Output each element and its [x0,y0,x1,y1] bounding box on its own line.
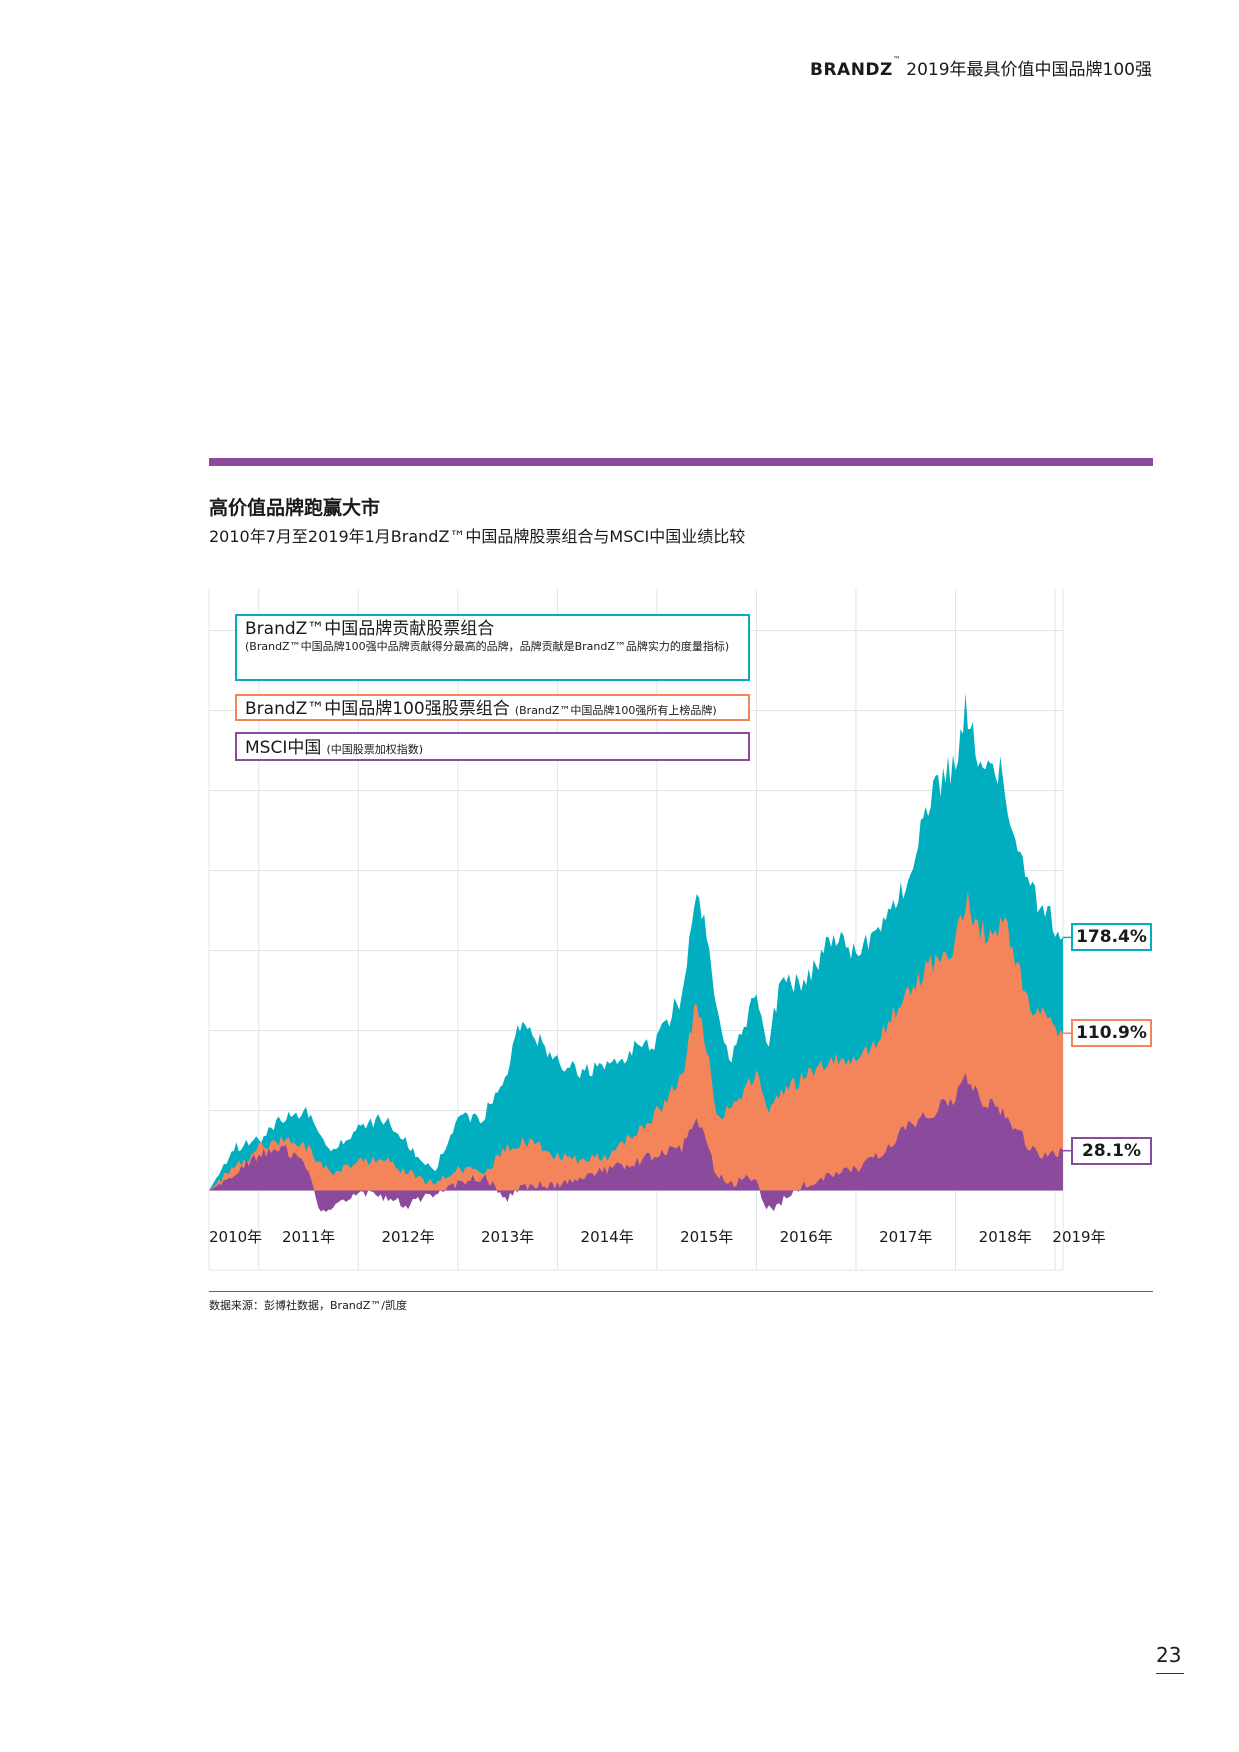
page-number: 23 [1156,1643,1182,1667]
page-header: BRANDZ™ 2019年最具价值中国品牌100强 [810,55,1152,80]
x-tick-label: 2012年 [381,1228,435,1246]
section-subtitle: 2010年7月至2019年1月BrandZ™中国品牌股票组合与MSCI中国业绩比… [209,527,746,546]
page-number-underline [1156,1673,1184,1674]
legend-item-brand-contribution: BrandZ™中国品牌贡献股票组合 (BrandZ™中国品牌100强中品牌贡献得… [235,614,750,681]
legend-note: (BrandZ™中国品牌100强中品牌贡献得分最高的品牌，品牌贡献是BrandZ… [245,640,730,653]
end-label-msci: 28.1% [1071,1136,1152,1165]
source-divider [209,1291,1153,1292]
x-tick-label: 2014年 [580,1228,634,1246]
section-divider [209,458,1153,466]
data-source: 数据来源：彭博社数据，BrandZ™/凯度 [209,1299,408,1312]
x-tick-label: 2019年 [1052,1228,1106,1246]
section-title: 高价值品牌跑赢大市 [209,497,381,519]
x-tick-label: 2018年 [978,1228,1032,1246]
series-area-1 [209,890,1063,1191]
end-label-top100: 110.9% [1071,1019,1152,1048]
legend-label: BrandZ™中国品牌贡献股票组合 [245,619,495,639]
x-tick-label: 2010年 [209,1228,263,1246]
legend-label: BrandZ™中国品牌100强股票组合 [245,699,510,719]
legend-note: (BrandZ™中国品牌100强所有上榜品牌) [514,704,717,717]
x-tick-label: 2017年 [879,1228,933,1246]
x-tick-label: 2015年 [680,1228,734,1246]
legend-item-top100: BrandZ™中国品牌100强股票组合 (BrandZ™中国品牌100强所有上榜… [235,694,750,721]
x-tick-label: 2013年 [481,1228,535,1246]
legend-label: MSCI中国 [245,738,322,758]
legend-note: (中国股票加权指数) [326,743,424,756]
end-label-brand-contribution: 178.4% [1071,923,1152,952]
series-area-2 [209,1072,1063,1212]
x-tick-label: 2016年 [779,1228,833,1246]
x-tick-label: 2011年 [281,1228,336,1246]
header-title: 2019年最具价值中国品牌100强 [906,60,1152,80]
brand-logo: BRANDZ [810,60,893,80]
legend-item-msci: MSCI中国 (中国股票加权指数) [235,732,750,761]
trademark: ™ [892,55,901,64]
